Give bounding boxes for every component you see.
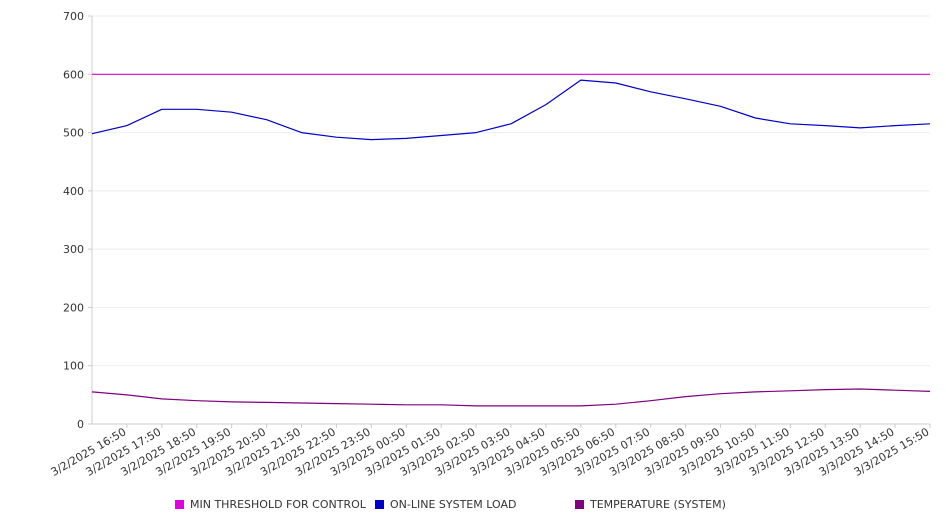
legend-item-min-threshold[interactable]: MIN THRESHOLD FOR CONTROL	[175, 498, 366, 511]
legend-label-min-threshold: MIN THRESHOLD FOR CONTROL	[190, 498, 366, 511]
y-tick-label-400: 400	[63, 185, 84, 198]
y-tick-label-700: 700	[63, 10, 84, 23]
legend: MIN THRESHOLD FOR CONTROL ON-LINE SYSTEM…	[0, 498, 946, 514]
y-tick-label-100: 100	[63, 360, 84, 373]
series-lines	[91, 73, 931, 407]
y-tick-label-200: 200	[63, 301, 84, 314]
y-tick-label-300: 300	[63, 243, 84, 256]
legend-swatch-system-load	[375, 500, 384, 509]
y-tick-label-0: 0	[77, 418, 84, 431]
series-line-temperature	[91, 388, 931, 407]
y-axis-ticks: 0 100 200 300 400 500 600 700	[63, 10, 92, 431]
legend-swatch-min-threshold	[175, 500, 184, 509]
legend-item-temperature[interactable]: TEMPERATURE (SYSTEM)	[575, 498, 726, 511]
y-tick-label-600: 600	[63, 68, 84, 81]
series-line-system-load	[91, 79, 931, 141]
legend-item-system-load[interactable]: ON-LINE SYSTEM LOAD	[375, 498, 516, 511]
legend-label-temperature: TEMPERATURE (SYSTEM)	[590, 498, 726, 511]
grid-lines	[92, 15, 930, 367]
legend-label-system-load: ON-LINE SYSTEM LOAD	[390, 498, 517, 511]
legend-swatch-temperature	[575, 500, 584, 509]
y-tick-label-500: 500	[63, 127, 84, 140]
x-axis-ticks: 3/2/2025 16:503/2/2025 17:503/2/2025 18:…	[49, 424, 932, 479]
